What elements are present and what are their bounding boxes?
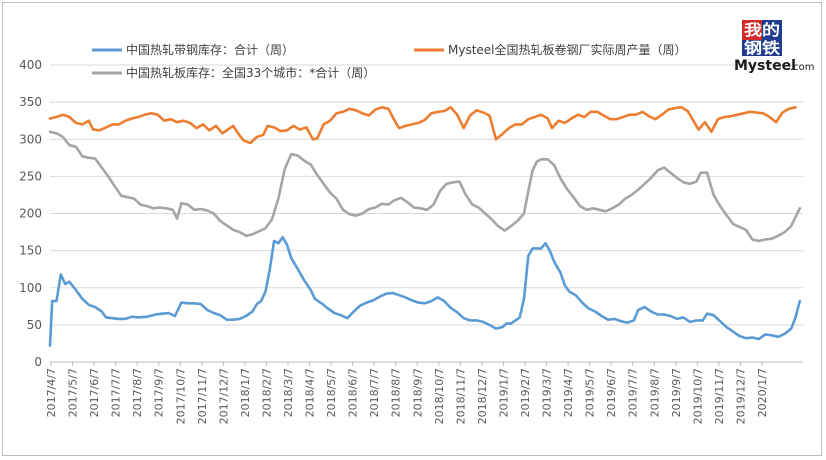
y-tick-label: 200: [19, 207, 42, 221]
x-tick-label: 2020/1/7: [756, 368, 769, 417]
y-tick-label: 400: [19, 58, 42, 72]
y-axis-ticks: 0 50 100 150 200 250 300 350 400: [19, 58, 42, 369]
series-line-production: [48, 106, 797, 145]
logo-chinese-mark-2: 钢铁: [744, 39, 780, 57]
x-axis-ticks: 2017/4/7 2017/5/7 2017/6/7 2017/7/7 2017/8/7…: [45, 362, 769, 424]
y-tick-label: 300: [19, 132, 42, 146]
logo-red-block: [742, 20, 762, 40]
x-tick-label: 2017/5/7: [67, 368, 80, 417]
x-tick-label: 2017/9/7: [153, 368, 166, 417]
chart-frame: [2, 2, 822, 456]
legend-label-plate-inventory: 中国热轧板库存：全国33个城市：*合计（周）: [126, 65, 375, 80]
mysteel-logo: 我的 钢铁 Mysteel .com: [734, 20, 815, 74]
x-tick-label: 2018/12/7: [476, 368, 489, 424]
x-tick-label: 2019/10/7: [691, 368, 704, 424]
x-tick-label: 2017/11/7: [196, 368, 209, 424]
x-tick-label: 2019/5/7: [584, 368, 597, 417]
logo-mysteel-text: Mysteel: [734, 58, 796, 74]
x-tick-label: 2017/6/7: [88, 368, 101, 417]
x-tick-label: 2019/4/7: [562, 368, 575, 417]
x-tick-label: 2018/7/7: [368, 368, 381, 417]
x-tick-label: 2019/2/7: [519, 368, 532, 417]
x-tick-label: 2019/3/7: [541, 368, 554, 417]
x-tick-label: 2019/6/7: [605, 368, 618, 417]
logo-blue-block-2: [742, 40, 782, 56]
logo-chinese-mark: 我的: [744, 21, 780, 39]
x-tick-label: 2017/4/7: [45, 368, 58, 417]
logo-blue-block-1: [762, 20, 782, 40]
x-tick-label: 2019/8/7: [648, 368, 661, 417]
x-tick-label: 2018/2/7: [260, 368, 273, 417]
x-tick-label: 2018/6/7: [347, 368, 360, 417]
x-tick-label: 2017/7/7: [110, 368, 123, 417]
x-tick-label: 2017/8/7: [131, 368, 144, 417]
logo-com-text: .com: [790, 62, 815, 73]
y-tick-label: 100: [19, 281, 42, 295]
y-tick-label: 0: [34, 355, 42, 369]
x-tick-label: 2018/8/7: [390, 368, 403, 417]
y-tick-label: 50: [27, 318, 42, 332]
x-tick-label: 2018/5/7: [325, 368, 338, 417]
x-tick-label: 2019/9/7: [670, 368, 683, 417]
series-group: [48, 106, 802, 347]
x-tick-label: 2018/3/7: [282, 368, 295, 417]
x-tick-label: 2018/1/7: [239, 368, 252, 417]
series-line-plate-inventory: [48, 130, 802, 243]
legend-label-production: Mysteel全国热轧板卷钢厂实际周产量（周）: [448, 42, 687, 57]
x-tick-label: 2018/9/7: [411, 368, 424, 417]
x-tick-label: 2018/11/7: [454, 368, 467, 424]
x-tick-label: 2018/4/7: [304, 368, 317, 417]
grid-lines: [50, 64, 803, 363]
legend: 中国热轧带钢库存：合计（周） Mysteel全国热轧板卷钢厂实际周产量（周） 中…: [92, 42, 687, 80]
x-tick-label: 2019/1/7: [497, 368, 510, 417]
y-tick-label: 250: [19, 169, 42, 183]
x-tick-label: 2019/11/7: [713, 368, 726, 424]
x-tick-label: 2019/12/7: [734, 368, 747, 424]
x-tick-label: 2017/12/7: [217, 368, 230, 424]
y-tick-label: 150: [19, 244, 42, 258]
series-line-strip-inventory: [48, 236, 802, 347]
x-tick-label: 2018/10/7: [433, 368, 446, 424]
x-tick-label: 2017/10/7: [174, 368, 187, 424]
legend-label-strip-inventory: 中国热轧带钢库存：合计（周）: [126, 42, 294, 57]
x-tick-label: 2019/7/7: [627, 368, 640, 417]
y-tick-label: 350: [19, 95, 42, 109]
